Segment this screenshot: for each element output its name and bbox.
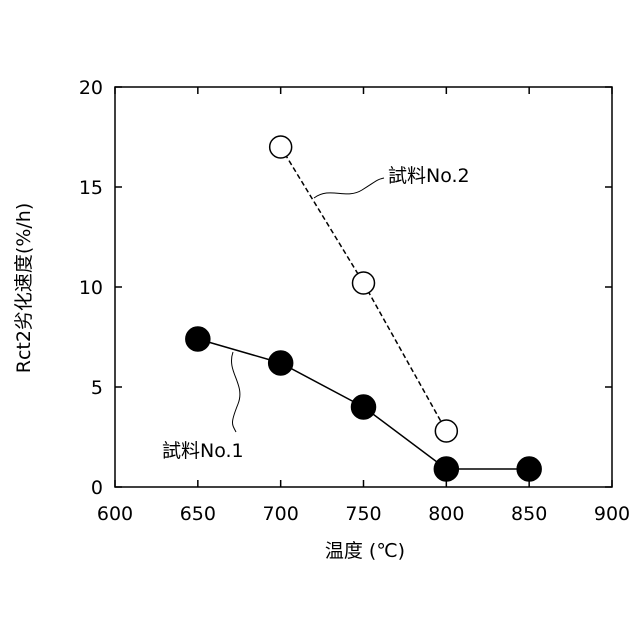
y-tick-label: 5 xyxy=(91,377,103,399)
data-point-series-2 xyxy=(270,136,292,158)
x-tick-label: 800 xyxy=(428,503,464,525)
data-point-series-2 xyxy=(353,272,375,294)
data-point-series-1 xyxy=(352,395,376,419)
y-tick-label: 0 xyxy=(91,477,103,499)
x-tick-label: 750 xyxy=(345,503,381,525)
y-axis-title: Rct2劣化速度(%/h) xyxy=(13,203,35,374)
data-point-series-1 xyxy=(517,457,541,481)
x-tick-label: 850 xyxy=(511,503,547,525)
y-tick-label: 20 xyxy=(79,77,103,99)
x-tick-label: 650 xyxy=(180,503,216,525)
series-label-2: 試料No.2 xyxy=(388,165,470,187)
y-tick-label: 10 xyxy=(79,277,103,299)
series-label-1: 試料No.1 xyxy=(162,440,244,462)
data-point-series-1 xyxy=(186,327,210,351)
x-tick-label: 600 xyxy=(97,503,133,525)
data-point-series-1 xyxy=(434,457,458,481)
data-point-series-2 xyxy=(435,420,457,442)
x-axis-title: 温度 (℃) xyxy=(325,540,405,562)
data-point-series-1 xyxy=(269,351,293,375)
y-tick-label: 15 xyxy=(79,177,103,199)
x-tick-label: 900 xyxy=(594,503,630,525)
x-tick-label: 700 xyxy=(263,503,299,525)
